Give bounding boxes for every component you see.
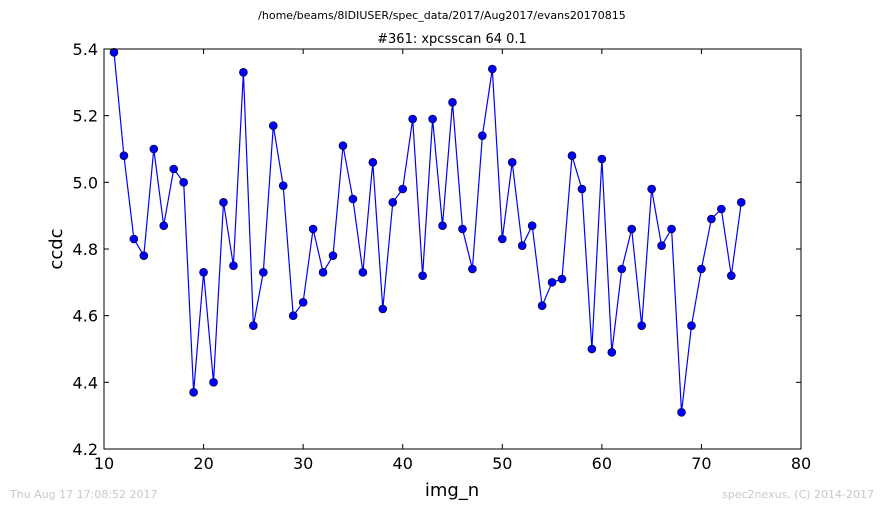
data-point: [458, 224, 467, 234]
data-point: [667, 224, 676, 234]
data-point: [129, 234, 139, 244]
y-tick-label: 4.8: [73, 240, 98, 259]
data-point: [368, 158, 378, 167]
data-point: [657, 241, 666, 250]
footer-credit: spec2nexus, (C) 2014-2017: [722, 488, 874, 501]
data-point: [497, 234, 507, 244]
data-point: [517, 241, 527, 250]
data-point: [438, 221, 447, 230]
data-point: [527, 221, 537, 230]
data-point: [597, 154, 607, 164]
data-point: [278, 181, 288, 190]
y-tick-label: 4.4: [73, 373, 98, 392]
data-point: [298, 298, 308, 307]
data-point: [388, 198, 398, 207]
data-point: [308, 224, 318, 234]
data-point: [617, 264, 627, 274]
x-tick-label: 30: [293, 454, 313, 473]
x-axis-label: img_n: [425, 480, 479, 501]
data-point: [507, 158, 517, 167]
x-tick-label: 20: [193, 454, 213, 473]
data-point: [547, 278, 557, 287]
data-point: [348, 194, 358, 204]
data-point: [697, 264, 706, 274]
data-point: [219, 198, 228, 207]
data-point: [318, 268, 328, 277]
data-point: [149, 144, 159, 154]
data-point: [726, 271, 736, 280]
data-point: [239, 68, 248, 77]
data-point: [328, 251, 338, 260]
data-point: [189, 388, 198, 397]
x-tick-label: 10: [94, 454, 114, 473]
data-point: [478, 131, 487, 140]
data-point: [139, 251, 149, 260]
plot-area: 10 20 30 40 50 60 70 80 4.2 4.4 4.6 4.8 5.0 5.2 5.4: [73, 40, 812, 473]
footer-timestamp: Thu Aug 17 17:08:52 2017: [9, 488, 158, 501]
chart-suptitle: /home/beams/8IDIUSER/spec_data/2017/Aug2…: [258, 9, 626, 22]
y-tick-label: 4.2: [73, 440, 98, 459]
x-tick-label: 50: [492, 454, 512, 473]
data-point: [398, 184, 408, 194]
y-axis-label: ccdc: [46, 228, 67, 269]
data-point: [687, 321, 696, 330]
data-point: [488, 64, 497, 74]
data-point: [448, 98, 457, 107]
data-point: [707, 214, 716, 224]
y-tick-label: 5.2: [73, 107, 98, 126]
data-point: [159, 221, 169, 230]
data-point: [119, 151, 129, 160]
data-point: [179, 178, 188, 187]
data-point: [199, 268, 208, 277]
data-point: [717, 204, 726, 214]
data-point: [209, 378, 218, 387]
data-point: [169, 164, 178, 174]
data-point: [468, 264, 477, 274]
data-point: [587, 344, 597, 354]
data-point: [607, 348, 617, 357]
data-point: [338, 141, 348, 150]
plot-frame: [103, 48, 802, 450]
data-point: [229, 261, 238, 270]
data-point: [358, 268, 368, 277]
data-point: [637, 321, 646, 330]
data-point: [627, 224, 637, 234]
data-point: [428, 114, 437, 124]
x-tick-label: 40: [393, 454, 413, 473]
data-point: [677, 408, 686, 417]
data-point: [109, 48, 119, 57]
data-point: [577, 184, 587, 194]
data-point: [647, 184, 656, 194]
data-point: [418, 271, 427, 280]
x-tick-label: 80: [791, 454, 811, 473]
y-tick-label: 5.0: [73, 173, 98, 192]
x-tick-label: 60: [592, 454, 612, 473]
data-point: [537, 301, 547, 310]
series-line: [113, 52, 742, 413]
data-point: [567, 151, 577, 160]
data-point: [378, 304, 388, 314]
data-point: [288, 311, 298, 320]
data-point: [557, 274, 567, 284]
data-point: [259, 268, 268, 277]
data-point: [408, 114, 417, 124]
data-point: [736, 198, 746, 207]
x-tick-label: 70: [691, 454, 711, 473]
data-point: [249, 321, 258, 330]
data-point: [268, 121, 278, 130]
y-tick-label: 5.4: [73, 40, 98, 59]
chart-title: #361: xpcsscan 64 0.1: [377, 32, 527, 47]
y-tick-label: 4.6: [73, 307, 98, 326]
